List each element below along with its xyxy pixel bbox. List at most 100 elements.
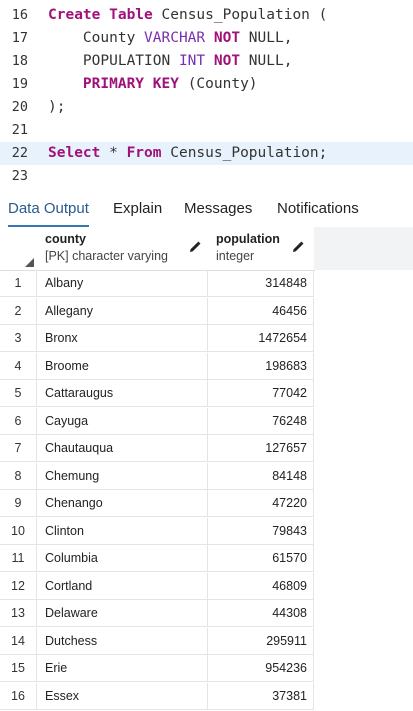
cell-population[interactable]: 37381	[208, 682, 314, 710]
sql-text: County	[48, 30, 145, 46]
table-row[interactable]: 4 Broome 198683	[0, 352, 314, 380]
cell-county[interactable]: Delaware	[37, 600, 208, 627]
column-name: county	[45, 232, 86, 246]
line-number: 19	[11, 76, 28, 92]
column-header-county[interactable]: county [PK] character varying	[37, 227, 209, 271]
tab-explain[interactable]: Explain	[113, 200, 163, 217]
cell-county[interactable]: Bronx	[37, 325, 208, 352]
editor-line[interactable]: 16 Create Table Census_Population (	[0, 4, 413, 27]
cell-population[interactable]: 198683	[208, 352, 314, 380]
sql-text: *	[109, 145, 127, 161]
table-row[interactable]: 9 Chenango 47220	[0, 490, 314, 517]
cell-population[interactable]: 954236	[208, 655, 314, 682]
cell-population[interactable]: 61570	[208, 545, 314, 572]
cell-population[interactable]: 84148	[208, 462, 314, 490]
line-number: 21	[11, 122, 28, 138]
row-number: 12	[0, 572, 37, 600]
editor-line[interactable]: 19 PRIMARY KEY (County)	[0, 73, 413, 96]
editor-line[interactable]: 22 Select * From Census_Population;	[0, 142, 413, 165]
code-text[interactable]: PRIMARY KEY (County)	[48, 73, 258, 96]
cell-county[interactable]: Chautauqua	[37, 435, 208, 462]
pencil-icon[interactable]	[292, 241, 304, 253]
table-row[interactable]: 2 Allegany 46456	[0, 297, 314, 325]
table-row[interactable]: 10 Clinton 79843	[0, 517, 314, 545]
cell-population[interactable]: 44308	[208, 600, 314, 627]
cell-county[interactable]: Broome	[37, 352, 208, 380]
cell-county[interactable]: Columbia	[37, 545, 208, 572]
sql-text: Census_Population (	[161, 7, 328, 23]
row-number: 10	[0, 517, 37, 545]
select-all-corner[interactable]	[0, 227, 38, 271]
row-number: 8	[0, 462, 37, 490]
editor-line[interactable]: 23	[0, 165, 413, 188]
tab-messages[interactable]: Messages	[184, 200, 253, 217]
table-row[interactable]: 13 Delaware 44308	[0, 600, 314, 627]
tab-data-output[interactable]: Data Output	[8, 192, 89, 227]
cell-population[interactable]: 47220	[208, 490, 314, 517]
cell-population[interactable]: 127657	[208, 435, 314, 462]
sql-text: (County)	[187, 76, 258, 92]
cell-county[interactable]: Allegany	[37, 297, 208, 325]
cell-population[interactable]: 79843	[208, 517, 314, 545]
tab-notifications[interactable]: Notifications	[277, 200, 359, 217]
row-number: 13	[0, 600, 37, 627]
code-text[interactable]: );	[48, 96, 65, 119]
table-row[interactable]: 3 Bronx 1472654	[0, 325, 314, 352]
column-name: population	[216, 232, 280, 246]
cell-county[interactable]: Albany	[37, 270, 208, 297]
triangle-corner-icon[interactable]	[25, 258, 34, 267]
row-number: 4	[0, 352, 37, 380]
cell-population[interactable]: 76248	[208, 407, 314, 435]
cell-population[interactable]: 46456	[208, 297, 314, 325]
code-text[interactable]: Select * From Census_Population;	[48, 142, 327, 165]
column-type: integer	[216, 249, 255, 263]
table-row[interactable]: 5 Cattaraugus 77042	[0, 380, 314, 407]
cell-county[interactable]: Erie	[37, 655, 208, 682]
cell-county[interactable]: Clinton	[37, 517, 208, 545]
editor-line[interactable]: 18 POPULATION INT NOT NULL,	[0, 50, 413, 73]
code-text[interactable]: Create Table Census_Population (	[48, 4, 327, 27]
cell-county[interactable]: Cortland	[37, 572, 208, 600]
sql-keyword: NOT	[213, 53, 249, 69]
cell-population[interactable]: 77042	[208, 380, 314, 407]
sql-keyword: Select	[48, 145, 110, 161]
column-header-population[interactable]: population integer	[208, 227, 315, 271]
table-row[interactable]: 15 Erie 954236	[0, 655, 314, 682]
row-number: 16	[0, 682, 37, 710]
cell-county[interactable]: Dutchess	[37, 627, 208, 655]
editor-line[interactable]: 21	[0, 119, 413, 142]
table-row[interactable]: 12 Cortland 46809	[0, 572, 314, 600]
table-row[interactable]: 16 Essex 37381	[0, 682, 314, 710]
cell-county[interactable]: Cattaraugus	[37, 380, 208, 407]
table-row[interactable]: 7 Chautauqua 127657	[0, 435, 314, 462]
pencil-icon[interactable]	[189, 241, 201, 253]
cell-county[interactable]: Chemung	[37, 462, 208, 490]
cell-population[interactable]: 314848	[208, 270, 314, 297]
sql-text: POPULATION	[48, 53, 179, 69]
line-number: 17	[11, 30, 28, 46]
table-row[interactable]: 1 Albany 314848	[0, 270, 314, 297]
sql-keyword: NOT	[213, 30, 249, 46]
cell-population[interactable]: 295911	[208, 627, 314, 655]
code-text[interactable]: POPULATION INT NOT NULL,	[48, 50, 293, 73]
line-number: 16	[11, 7, 28, 23]
sql-text	[48, 76, 83, 92]
table-row[interactable]: 6 Cayuga 76248	[0, 407, 314, 435]
cell-population[interactable]: 46809	[208, 572, 314, 600]
code-text[interactable]: County VARCHAR NOT NULL,	[48, 27, 293, 50]
cell-county[interactable]: Chenango	[37, 490, 208, 517]
sql-keyword: From	[126, 145, 171, 161]
table-row[interactable]: 8 Chemung 84148	[0, 462, 314, 490]
cell-county[interactable]: Essex	[37, 682, 208, 710]
cell-population[interactable]: 1472654	[208, 325, 314, 352]
cell-county[interactable]: Cayuga	[37, 407, 208, 435]
sql-text: );	[48, 99, 66, 115]
sql-type: VARCHAR	[144, 30, 214, 46]
table-row[interactable]: 11 Columbia 61570	[0, 545, 314, 572]
editor-line[interactable]: 20);	[0, 96, 413, 119]
table-row[interactable]: 14 Dutchess 295911	[0, 627, 314, 655]
query-editor[interactable]: 16 Create Table Census_Population (17 Cou…	[0, 0, 413, 190]
editor-line[interactable]: 17 County VARCHAR NOT NULL,	[0, 27, 413, 50]
line-number: 18	[11, 53, 28, 69]
row-number: 5	[0, 380, 37, 407]
